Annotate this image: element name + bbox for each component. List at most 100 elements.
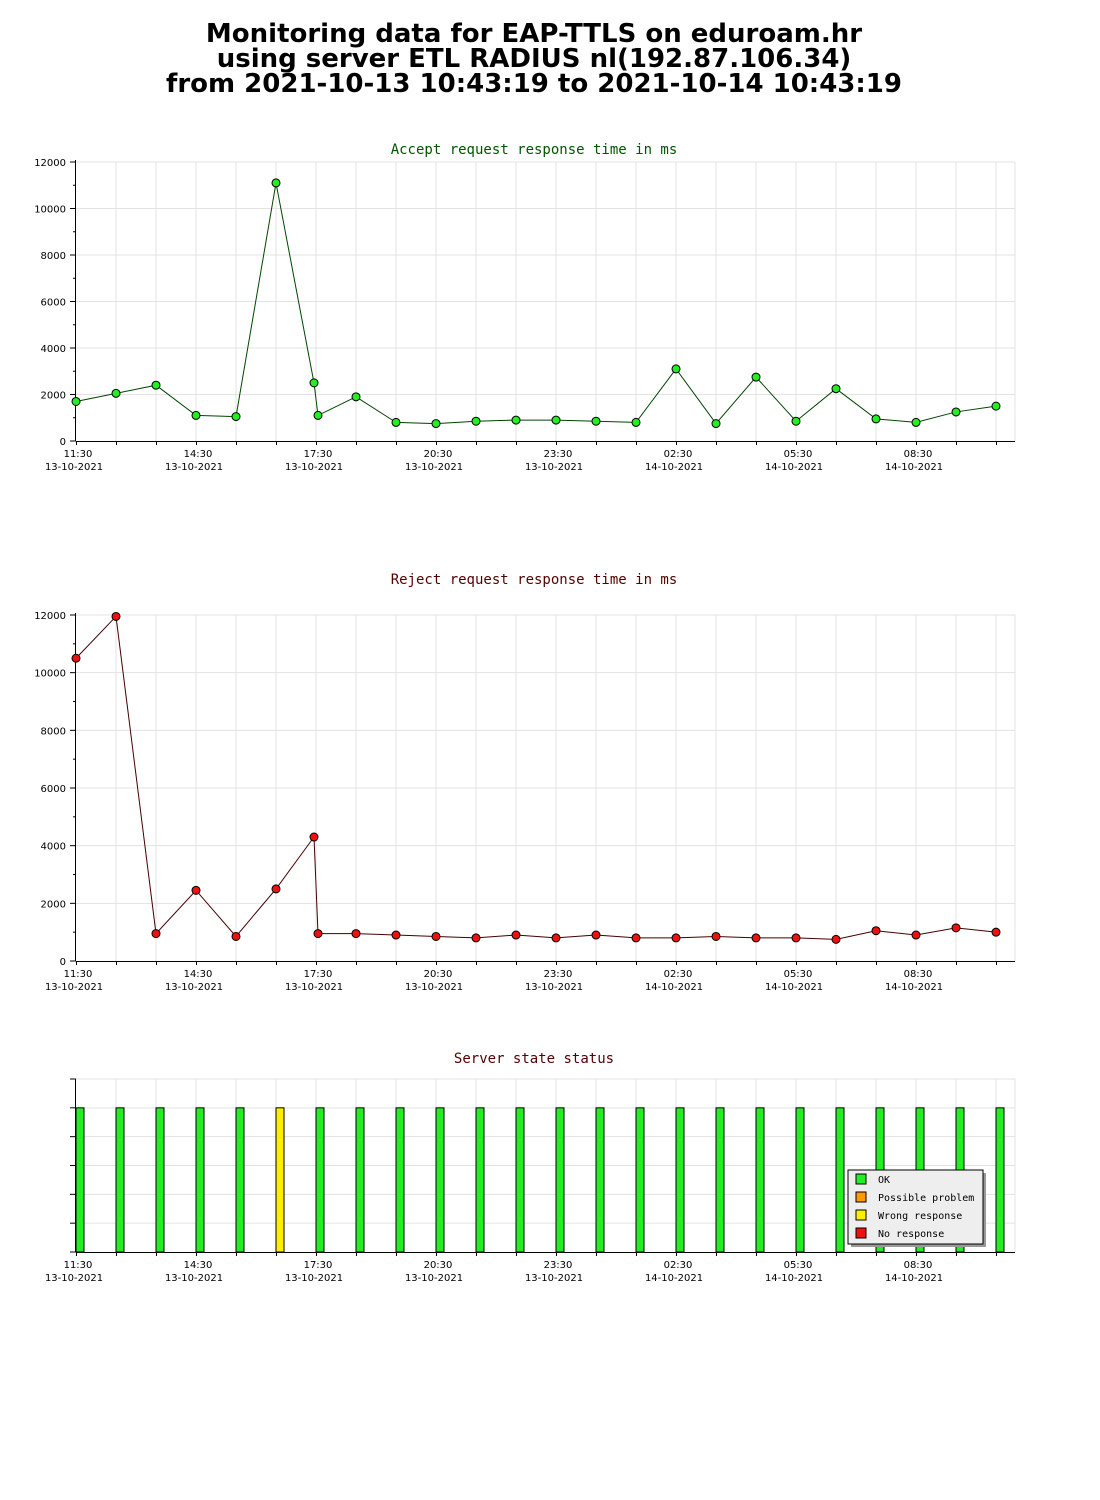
- accept-series-line: [75, 182, 997, 425]
- accept-x-tick-date: 14-10-2021: [765, 462, 823, 473]
- status-x-tick-date: 14-10-2021: [645, 1273, 703, 1284]
- reject-x-tick-time: 20:30: [424, 969, 453, 980]
- accept-data-point: [791, 416, 801, 426]
- reject-data-point: [951, 923, 961, 933]
- accept-x-tick-time: 08:30: [904, 449, 933, 460]
- accept-data-point: [313, 410, 323, 420]
- status-x-tick-date: 13-10-2021: [165, 1273, 223, 1284]
- reject-data-point: [751, 933, 761, 943]
- accept-x-tick-time: 11:30: [64, 449, 93, 460]
- accept-x-tick-time: 02:30: [664, 449, 693, 460]
- reject-x-tick-date: 14-10-2021: [765, 982, 823, 993]
- status-x-tick-time: 17:30: [304, 1260, 333, 1271]
- reject-x-tick-date: 13-10-2021: [45, 982, 103, 993]
- accept-data-point: [871, 414, 881, 424]
- reject-data-point: [671, 933, 681, 943]
- accept-y-tick-label: 8000: [41, 251, 66, 262]
- reject-x-tick-time: 17:30: [304, 969, 333, 980]
- accept-data-point: [751, 372, 761, 382]
- status-legend-swatch: [855, 1209, 867, 1221]
- reject-x-tick-time: 02:30: [664, 969, 693, 980]
- reject-data-point: [191, 885, 201, 895]
- status-x-tick-time: 08:30: [904, 1260, 933, 1271]
- reject-data-point: [991, 927, 1001, 937]
- status-x-tick-date: 13-10-2021: [45, 1273, 103, 1284]
- accept-y-tick-label: 10000: [34, 205, 66, 216]
- reject-x-tick-date: 13-10-2021: [165, 982, 223, 993]
- accept-y-tick-label: 12000: [34, 158, 66, 169]
- status-x-tick-date: 14-10-2021: [765, 1273, 823, 1284]
- reject-data-point: [71, 653, 81, 663]
- status-status-bar: [555, 1107, 565, 1253]
- accept-data-point: [231, 412, 241, 422]
- reject-data-point: [911, 930, 921, 940]
- status-status-bar: [715, 1107, 725, 1253]
- reject-data-point: [313, 929, 323, 939]
- accept-x-tick-date: 13-10-2021: [45, 462, 103, 473]
- status-status-bar: [75, 1107, 85, 1253]
- reject-response-chart: Reject request response time in ms 0 2000 4…: [34, 572, 1016, 993]
- accept-x-tick-date: 13-10-2021: [285, 462, 343, 473]
- accept-y-tick-label: 2000: [41, 391, 66, 402]
- accept-data-point: [191, 410, 201, 420]
- accept-data-point: [111, 388, 121, 398]
- status-status-bar: [475, 1107, 485, 1253]
- status-status-bar: [235, 1107, 245, 1253]
- status-x-tick-date: 13-10-2021: [405, 1273, 463, 1284]
- status-x-tick-time: 11:30: [64, 1260, 93, 1271]
- accept-data-point: [151, 380, 161, 390]
- accept-data-point: [631, 417, 641, 427]
- status-x-tick-time: 14:30: [184, 1260, 213, 1271]
- accept-y-tick-label: 6000: [41, 298, 66, 309]
- accept-x-tick-date: 14-10-2021: [645, 462, 703, 473]
- title-line-3: from 2021-10-13 10:43:19 to 2021-10-14 1…: [166, 69, 902, 99]
- status-status-bar: [835, 1107, 845, 1253]
- reject-data-point: [309, 832, 319, 842]
- status-title: Server state status: [454, 1051, 614, 1067]
- status-status-bar: [995, 1107, 1005, 1253]
- accept-title: Accept request response time in ms: [391, 142, 678, 158]
- reject-y-tick-label: 2000: [41, 899, 66, 910]
- reject-data-point: [431, 931, 441, 941]
- reject-data-point: [591, 930, 601, 940]
- server-status-chart: Server state status 11:30 13-10-2021 14:30 1…: [45, 1051, 1016, 1284]
- reject-x-tick-time: 08:30: [904, 969, 933, 980]
- reject-x-tick-time: 14:30: [184, 969, 213, 980]
- accept-x-tick-date: 13-10-2021: [405, 462, 463, 473]
- accept-x-tick-date: 14-10-2021: [885, 462, 943, 473]
- accept-y-tick-label: 4000: [41, 344, 66, 355]
- accept-data-point: [671, 364, 681, 374]
- reject-y-tick-label: 8000: [41, 726, 66, 737]
- status-status-bar: [755, 1107, 765, 1253]
- status-legend-label: Possible problem: [878, 1193, 974, 1204]
- reject-data-point: [711, 931, 721, 941]
- accept-data-point: [471, 416, 481, 426]
- reject-data-point: [791, 933, 801, 943]
- status-status-bar: [595, 1107, 605, 1253]
- status-x-tick-time: 23:30: [544, 1260, 573, 1271]
- reject-data-point: [551, 933, 561, 943]
- accept-x-tick-time: 14:30: [184, 449, 213, 460]
- reject-y-tick-label: 6000: [41, 784, 66, 795]
- status-x-tick-date: 13-10-2021: [525, 1273, 583, 1284]
- reject-x-tick-time: 11:30: [64, 969, 93, 980]
- status-status-bar: [795, 1107, 805, 1253]
- reject-data-point: [631, 933, 641, 943]
- status-x-tick-time: 20:30: [424, 1260, 453, 1271]
- status-status-bar: [435, 1107, 445, 1253]
- reject-data-point: [871, 926, 881, 936]
- reject-y-tick-label: 10000: [34, 669, 66, 680]
- reject-data-point: [391, 930, 401, 940]
- status-status-bar: [635, 1107, 645, 1253]
- reject-x-tick-time: 23:30: [544, 969, 573, 980]
- title-line-1: Monitoring data for EAP-TTLS on eduroam.…: [205, 19, 863, 49]
- accept-data-point: [911, 417, 921, 427]
- accept-data-point: [271, 178, 281, 188]
- status-x-tick-date: 13-10-2021: [285, 1273, 343, 1284]
- reject-data-point: [511, 930, 521, 940]
- reject-data-point: [351, 929, 361, 939]
- status-status-bar: [675, 1107, 685, 1253]
- status-status-bar: [355, 1107, 365, 1253]
- accept-x-tick-time: 20:30: [424, 449, 453, 460]
